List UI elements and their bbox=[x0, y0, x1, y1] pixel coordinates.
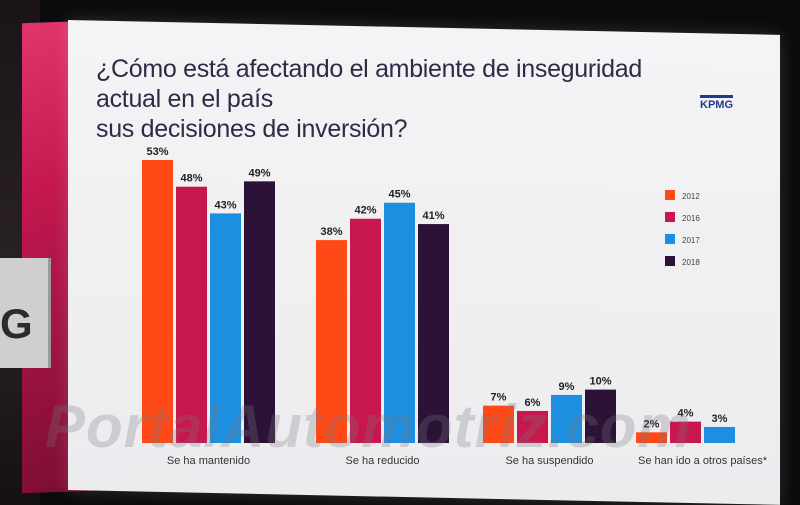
data-label-2012-1: 38% bbox=[320, 226, 342, 238]
data-label-2016-3: 4% bbox=[678, 408, 694, 420]
legend-swatch-2012 bbox=[665, 190, 675, 200]
legend-swatch-2016 bbox=[665, 212, 675, 222]
data-label-2017-1: 45% bbox=[388, 189, 410, 201]
data-label-2017-0: 43% bbox=[214, 199, 236, 211]
bar-2018-1 bbox=[418, 224, 449, 443]
legend-label-2016: 2016 bbox=[682, 214, 700, 223]
bar-2016-2 bbox=[517, 410, 548, 443]
data-label-2018-1: 41% bbox=[422, 210, 444, 222]
chart-title-line-1: ¿Cómo está afectando el ambiente de inse… bbox=[96, 55, 642, 113]
legend-swatch-2017 bbox=[665, 234, 675, 244]
bar-2018-0 bbox=[244, 181, 275, 443]
category-label-3: Se han ido a otros países* bbox=[638, 455, 768, 467]
data-label-2012-3: 2% bbox=[644, 418, 660, 430]
data-label-2016-1: 42% bbox=[354, 205, 376, 217]
kpmg-logo: KPMG bbox=[700, 95, 733, 111]
bar-2016-3 bbox=[670, 421, 701, 443]
legend-label-2012: 2012 bbox=[682, 192, 700, 201]
bar-2017-2 bbox=[551, 394, 582, 443]
bar-2012-2 bbox=[483, 405, 514, 443]
bar-2016-1 bbox=[350, 218, 381, 443]
chart-title-line-2: sus decisiones de inversión? bbox=[96, 115, 408, 143]
data-label-2017-2: 9% bbox=[559, 381, 575, 393]
data-label-2018-0: 49% bbox=[248, 167, 270, 179]
data-label-2016-0: 48% bbox=[180, 173, 202, 185]
data-label-2016-2: 6% bbox=[525, 397, 541, 409]
bar-2016-0 bbox=[176, 186, 207, 443]
data-label-2012-2: 7% bbox=[491, 392, 507, 404]
side-sign bbox=[0, 258, 51, 368]
bar-2012-1 bbox=[316, 240, 347, 443]
category-label-0: Se ha mantenido bbox=[167, 455, 250, 467]
legend-label-2018: 2018 bbox=[682, 258, 700, 267]
data-label-2012-0: 53% bbox=[146, 146, 168, 158]
bar-2017-3 bbox=[704, 426, 735, 443]
data-label-2018-2: 10% bbox=[589, 376, 611, 388]
bar-2017-1 bbox=[384, 202, 415, 443]
bar-2012-0 bbox=[142, 160, 173, 443]
legend-swatch-2018 bbox=[665, 256, 675, 266]
category-label-1: Se ha reducido bbox=[346, 455, 420, 467]
side-sign-letter: G bbox=[0, 300, 33, 347]
watermark: PortalAutomotriz.com bbox=[45, 393, 692, 460]
data-label-2017-3: 3% bbox=[712, 413, 728, 425]
category-label-2: Se ha suspendido bbox=[505, 455, 593, 467]
bar-2012-3 bbox=[636, 432, 667, 443]
chart-title: ¿Cómo está afectando el ambiente de inse… bbox=[96, 54, 696, 144]
bar-2017-0 bbox=[210, 213, 241, 443]
legend-label-2017: 2017 bbox=[682, 236, 700, 245]
bar-2018-2 bbox=[585, 389, 616, 443]
